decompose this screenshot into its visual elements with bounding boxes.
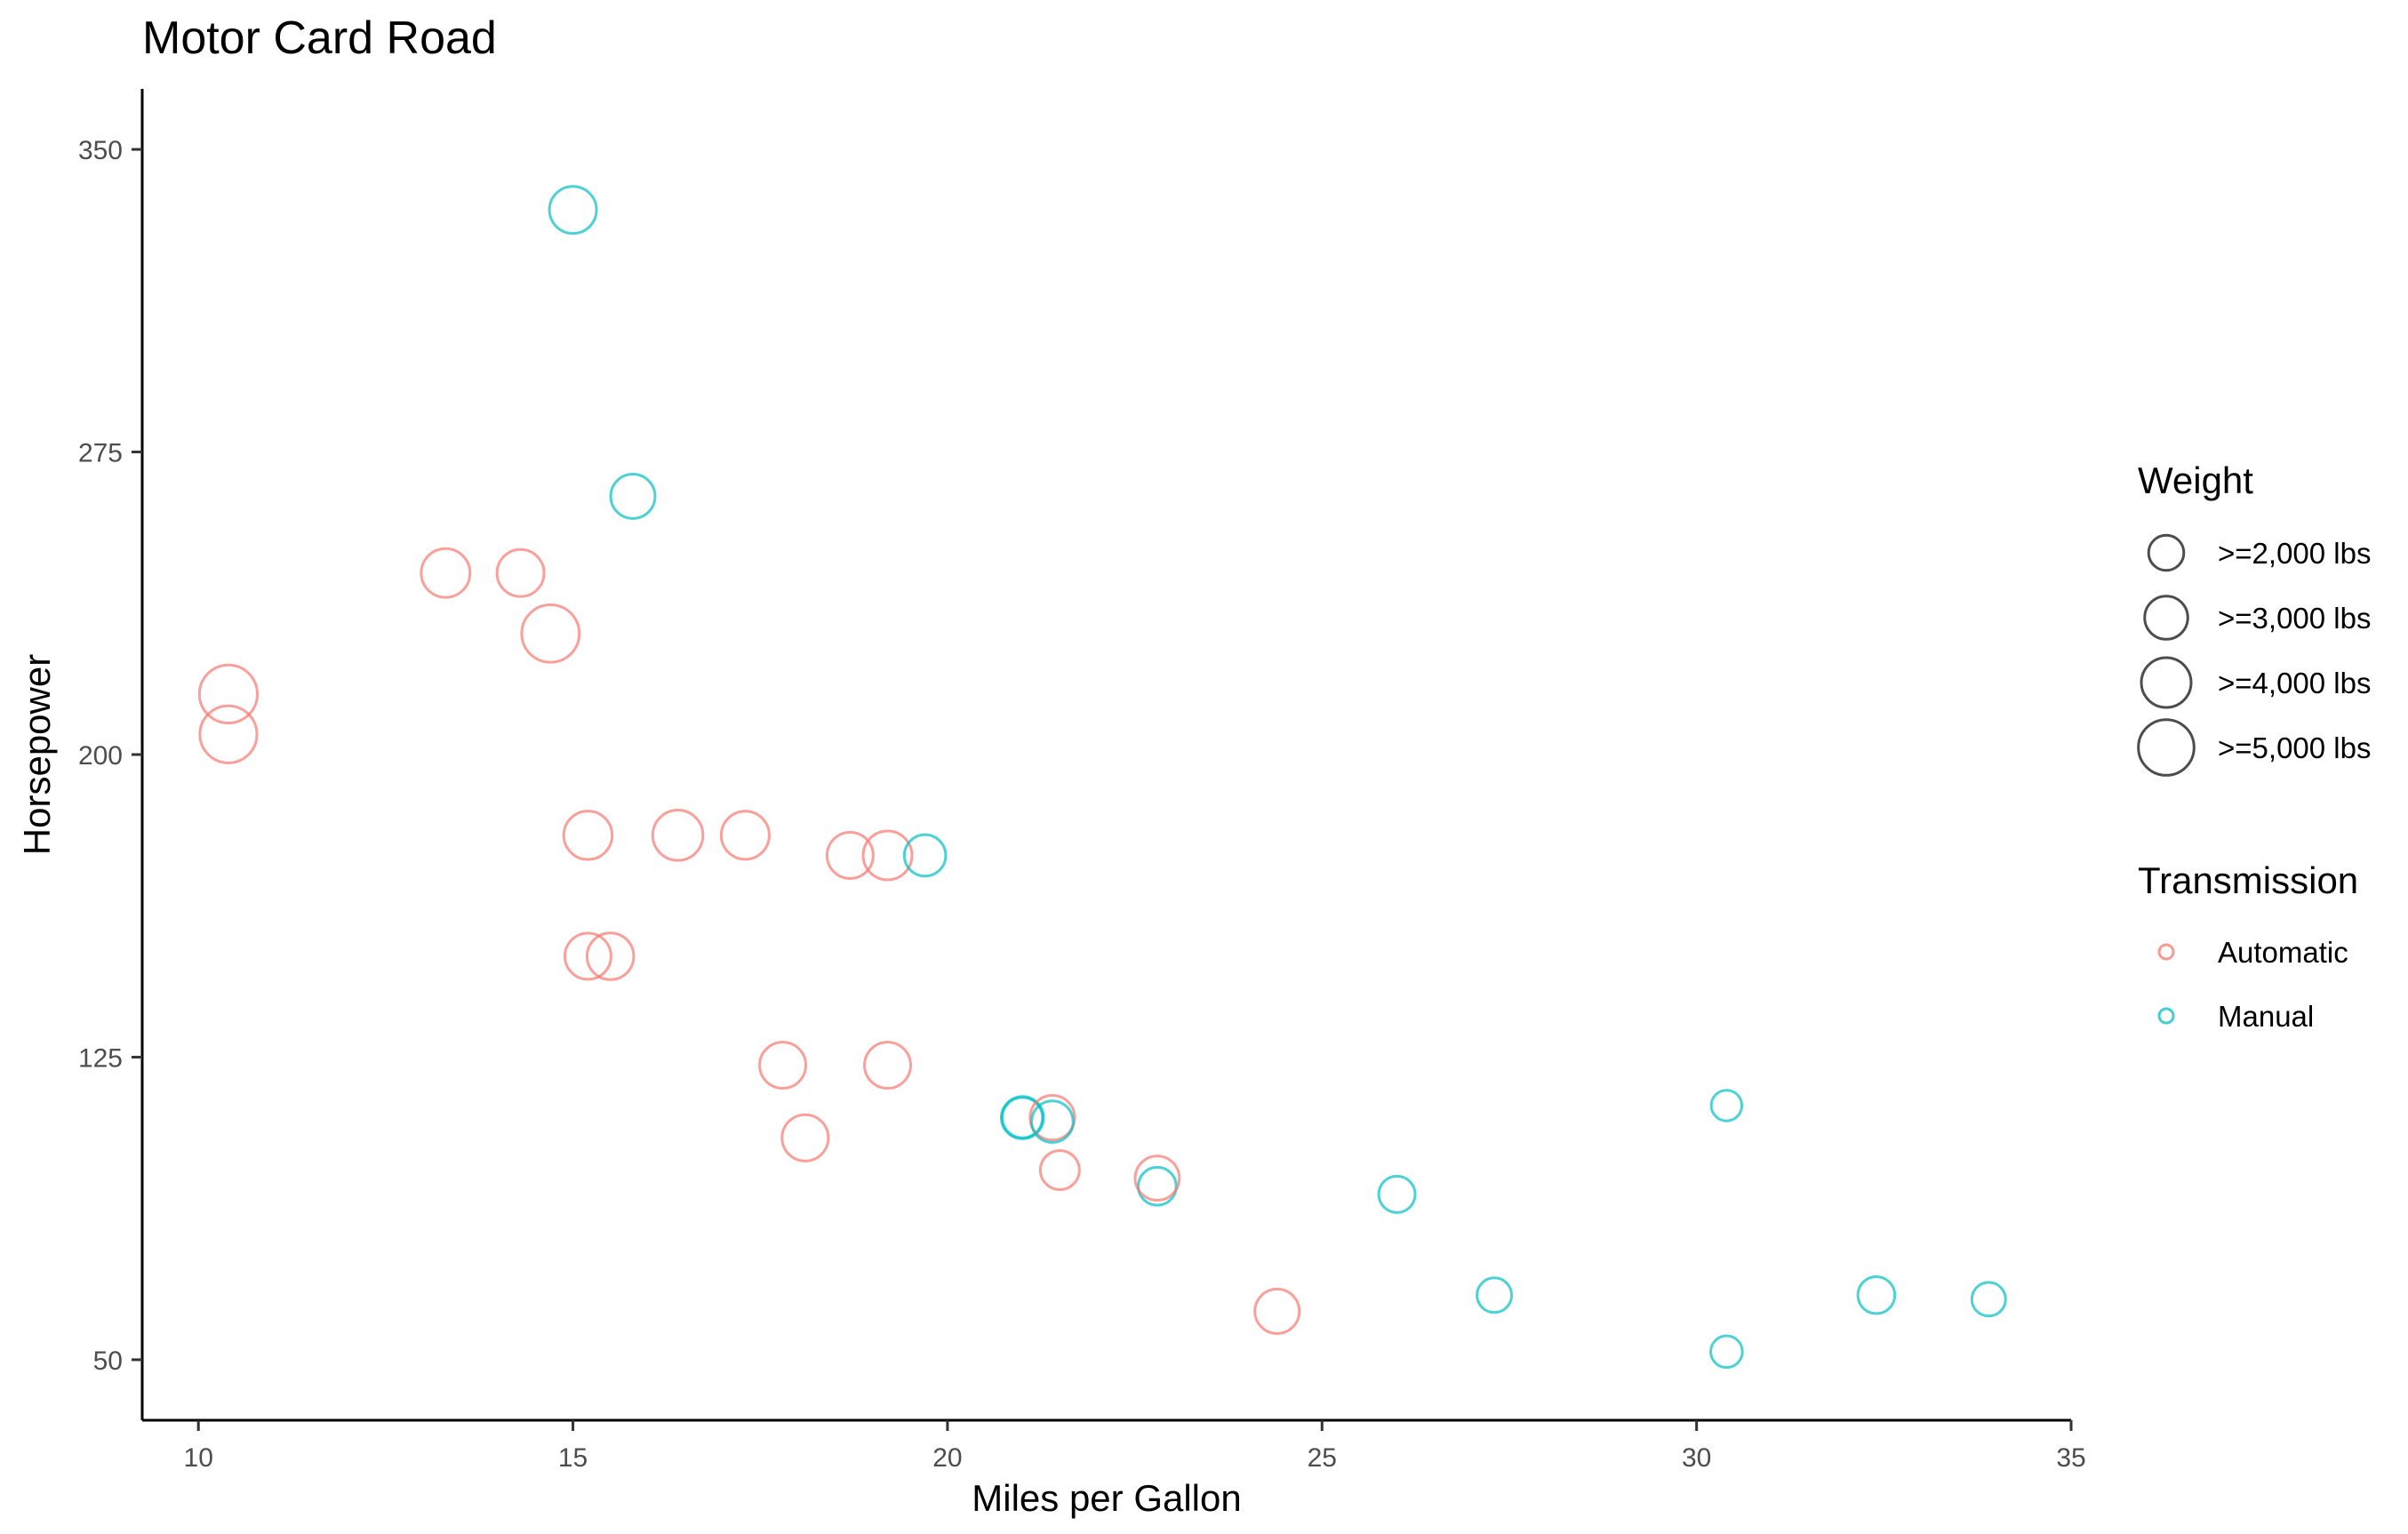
data-point [651, 809, 705, 862]
data-point [1856, 1275, 1897, 1315]
data-point [719, 810, 771, 861]
weight-legend-item: >=2,000 lbs [2147, 533, 2371, 572]
x-tick-label: 10 [184, 1443, 213, 1473]
data-point [1709, 1334, 1744, 1370]
transmission-legend-title: Transmission [2138, 859, 2358, 901]
data-point [758, 1041, 807, 1090]
y-tick-label: 200 [78, 741, 123, 771]
y-axis-title: Horsepower [16, 654, 58, 855]
transmission-legend-label: Manual [2218, 1000, 2314, 1033]
y-tick-label: 350 [78, 136, 123, 165]
weight-legend: Weight >=2,000 lbs >=3,000 lbs >=4,000 lbs… [2137, 459, 2371, 777]
weight-legend-label: >=2,000 lbs [2218, 537, 2371, 570]
transmission-legend-item: Automatic [2157, 936, 2348, 969]
transmission-legend-key [2157, 943, 2175, 961]
data-point [609, 473, 657, 520]
weight-legend-key [2143, 595, 2189, 641]
data-point [520, 603, 581, 664]
weight-legend-item: >=4,000 lbs [2140, 656, 2371, 709]
transmission-legend-item: Manual [2157, 1000, 2314, 1033]
plot-area [197, 185, 2007, 1370]
x-tick-label: 15 [558, 1443, 588, 1473]
data-point [198, 704, 259, 764]
data-point [1038, 1149, 1081, 1192]
x-tick-label: 35 [2056, 1443, 2085, 1473]
data-point [548, 185, 598, 236]
data-point [1377, 1174, 1417, 1214]
weight-legend-item: >=3,000 lbs [2143, 595, 2371, 641]
data-point [563, 931, 612, 981]
weight-legend-key [2137, 718, 2196, 777]
data-point [1476, 1276, 1514, 1314]
weight-legend-item: >=5,000 lbs [2137, 718, 2371, 777]
data-point [825, 831, 875, 880]
weight-legend-label: >=4,000 lbs [2218, 667, 2371, 699]
transmission-legend: Transmission Automatic Manual [2138, 859, 2358, 1033]
data-point [1970, 1281, 2007, 1318]
weight-legend-title: Weight [2138, 459, 2253, 501]
data-point [585, 931, 636, 981]
data-point [861, 829, 914, 882]
x-axis-ticks: 10 15 20 25 30 35 [184, 1420, 2086, 1473]
x-tick-label: 20 [932, 1443, 962, 1473]
data-point [1137, 1165, 1178, 1207]
x-tick-label: 30 [1682, 1443, 1711, 1473]
data-point [420, 547, 472, 599]
data-point [495, 547, 546, 598]
y-axis-ticks: 50 125 200 275 350 [78, 136, 142, 1376]
data-point [863, 1041, 912, 1090]
data-point [1030, 1099, 1075, 1144]
data-point [1709, 1089, 1744, 1123]
y-tick-label: 275 [78, 439, 123, 468]
x-axis-title: Miles per Gallon [972, 1477, 1241, 1519]
weight-legend-key [2147, 533, 2186, 572]
chart-title: Motor Card Road [142, 12, 497, 64]
data-point [562, 810, 614, 861]
data-point [197, 663, 260, 725]
y-tick-label: 125 [78, 1043, 123, 1073]
weight-legend-key [2140, 656, 2193, 709]
data-point [999, 1095, 1045, 1140]
data-point [1028, 1093, 1076, 1142]
transmission-legend-key [2157, 1007, 2175, 1025]
y-tick-label: 50 [93, 1346, 123, 1376]
data-point [1253, 1287, 1301, 1335]
weight-legend-label: >=3,000 lbs [2218, 602, 2371, 635]
transmission-legend-label: Automatic [2218, 936, 2348, 969]
data-point [780, 1113, 830, 1162]
x-tick-label: 25 [1308, 1443, 1337, 1473]
weight-legend-label: >=5,000 lbs [2218, 731, 2371, 764]
data-point [902, 833, 948, 878]
data-point [1133, 1154, 1181, 1202]
